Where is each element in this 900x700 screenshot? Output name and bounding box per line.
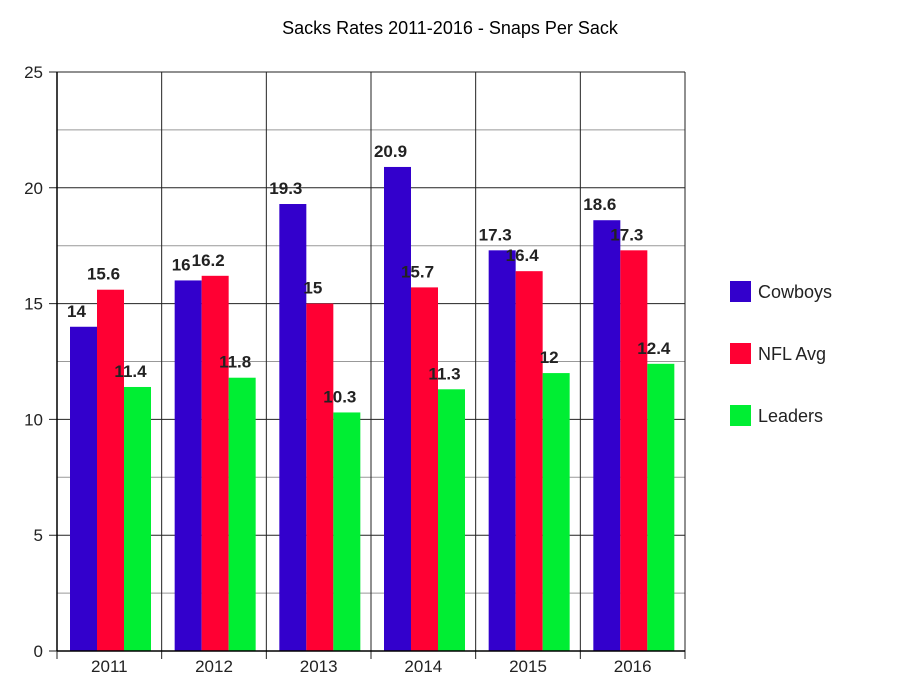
data-label: 16.4 — [506, 246, 540, 265]
data-label: 15.6 — [87, 265, 120, 284]
y-tick-label: 5 — [34, 526, 43, 545]
x-tick-label: 2016 — [614, 657, 652, 676]
data-label: 19.3 — [269, 179, 302, 198]
bar-nfl-avg — [411, 287, 438, 651]
bar-cowboys — [593, 220, 621, 651]
data-label: 16 — [172, 255, 191, 274]
legend-swatch — [730, 281, 751, 302]
bar-leaders — [542, 373, 570, 651]
data-label: 11.8 — [219, 353, 251, 372]
x-tick-label: 2012 — [195, 657, 233, 676]
data-label: 16.2 — [192, 251, 225, 270]
bar-nfl-avg — [201, 275, 229, 651]
x-tick-label: 2014 — [404, 657, 442, 676]
data-label: 15.7 — [401, 262, 434, 281]
legend-label: NFL Avg — [758, 344, 826, 364]
bar-nfl-avg — [306, 303, 334, 651]
bar-leaders — [124, 386, 151, 651]
chart-title: Sacks Rates 2011-2016 - Snaps Per Sack — [282, 18, 619, 38]
x-tick-label: 2015 — [509, 657, 547, 676]
bar-nfl-avg — [620, 250, 648, 651]
data-labels: 14 16 19.3 20.9 17.3 18.6 15.6 16.2 15 15.7 16.4 17… — [67, 142, 671, 406]
bar-leaders — [228, 377, 256, 651]
bar-nfl-avg — [515, 271, 543, 651]
legend-swatch — [730, 405, 751, 426]
legend-label: Cowboys — [758, 282, 832, 302]
data-label: 11.3 — [428, 364, 460, 383]
bar-cowboys — [384, 166, 411, 651]
y-tick-label: 25 — [24, 63, 43, 82]
data-label: 15 — [303, 279, 322, 298]
y-tick-label: 20 — [24, 179, 43, 198]
bar-nfl-avg — [97, 289, 124, 651]
bar-leaders — [333, 412, 361, 651]
data-label: 10.3 — [323, 387, 356, 406]
legend-swatch — [730, 343, 751, 364]
bar-cowboys — [174, 280, 202, 651]
data-label: 11.4 — [114, 362, 147, 381]
data-label: 17.3 — [610, 225, 643, 244]
data-label: 12 — [540, 348, 559, 367]
y-tick-label: 0 — [34, 642, 43, 661]
data-label: 17.3 — [479, 225, 512, 244]
data-label: 18.6 — [583, 195, 616, 214]
bars — [70, 166, 675, 651]
y-tick-label: 10 — [24, 410, 43, 429]
data-label: 12.4 — [637, 339, 671, 358]
bar-cowboys — [488, 250, 516, 651]
y-tick-label: 15 — [24, 295, 43, 314]
legend: Cowboys NFL Avg Leaders — [730, 281, 832, 426]
x-tick-label: 2013 — [300, 657, 338, 676]
x-tick-label: 2011 — [91, 657, 128, 676]
data-label: 14 — [67, 302, 86, 321]
data-label: 20.9 — [374, 142, 407, 161]
legend-label: Leaders — [758, 406, 823, 426]
bar-leaders — [438, 389, 465, 651]
axes: 0 5 10 15 20 25 2011 2012 2013 2014 2015 2016 — [24, 63, 685, 676]
bar-cowboys — [279, 204, 307, 651]
bar-leaders — [647, 363, 675, 651]
bar-cowboys — [70, 326, 97, 651]
